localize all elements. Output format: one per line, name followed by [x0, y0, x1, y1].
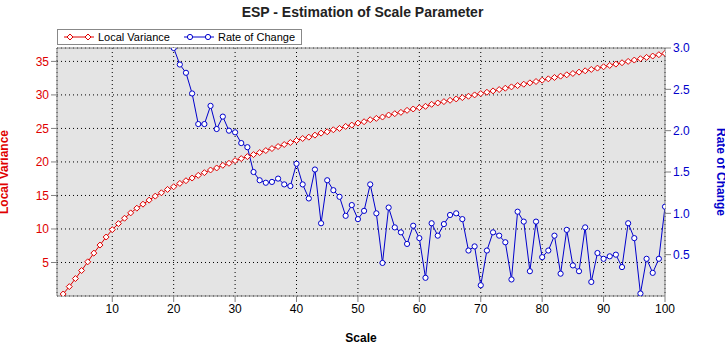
html-text:Local Variance: Local Variance	[98, 31, 170, 43]
svg-text:5: 5	[42, 256, 49, 270]
svg-text:Rate of Change: Rate of Change	[714, 128, 717, 216]
html-text:ESP - Estimation of Scale Para: ESP - Estimation of Scale Parameter	[241, 4, 484, 20]
html-text:Rate of Change: Rate of Change	[218, 31, 295, 43]
svg-text:1.5: 1.5	[673, 165, 690, 179]
svg-text:30: 30	[36, 88, 50, 102]
svg-text:25: 25	[36, 122, 50, 136]
svg-text:2.5: 2.5	[673, 83, 690, 97]
svg-text:100: 100	[655, 302, 675, 316]
svg-text:70: 70	[474, 302, 488, 316]
svg-text:10: 10	[36, 222, 50, 236]
svg-text:30: 30	[228, 302, 242, 316]
svg-text:90: 90	[597, 302, 611, 316]
svg-text:80: 80	[535, 302, 549, 316]
svg-text:35: 35	[36, 55, 50, 69]
svg-text:60: 60	[413, 302, 427, 316]
svg-text:0.5: 0.5	[673, 248, 690, 262]
svg-text:10: 10	[106, 302, 120, 316]
svg-text:40: 40	[290, 302, 304, 316]
svg-text:20: 20	[36, 155, 50, 169]
svg-text:15: 15	[36, 189, 50, 203]
svg-text:3.0: 3.0	[673, 41, 690, 55]
svg-text:20: 20	[167, 302, 181, 316]
svg-text:50: 50	[351, 302, 365, 316]
svg-text:Scale: Scale	[345, 331, 377, 345]
svg-text:1.0: 1.0	[673, 207, 690, 221]
svg-text:2.0: 2.0	[673, 124, 690, 138]
svg-text:Local Variance: Local Variance	[8, 130, 11, 214]
